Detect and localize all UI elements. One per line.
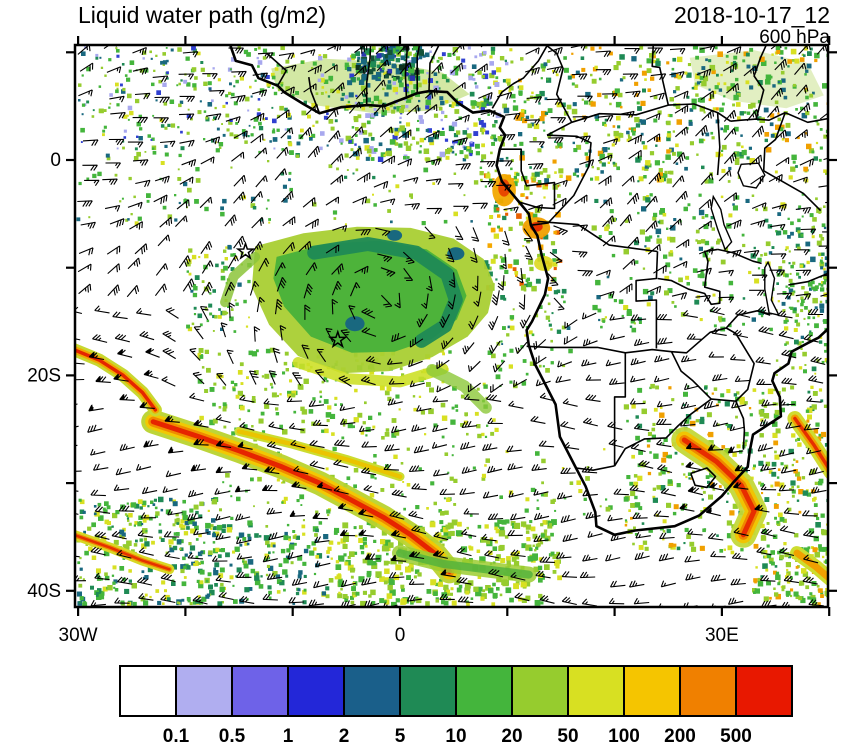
lwp-field bbox=[75, 45, 828, 607]
x-tick-label: 30W bbox=[59, 625, 98, 646]
colorbar-cell bbox=[623, 665, 681, 717]
page-title: Liquid water path (g/m2) bbox=[78, 2, 327, 28]
colorbar-label: 5 bbox=[395, 726, 406, 747]
colorbar-cell bbox=[399, 665, 457, 717]
wind-barbs bbox=[75, 45, 828, 607]
pressure-level: 600 hPa bbox=[759, 27, 830, 48]
y-tick-label: 20S bbox=[27, 365, 61, 386]
colorbar-cell bbox=[455, 665, 513, 717]
colorbar-cell bbox=[511, 665, 569, 717]
colorbar-cell bbox=[231, 665, 289, 717]
colorbar-cell bbox=[343, 665, 401, 717]
colorbar-cell bbox=[679, 665, 737, 717]
colorbar-label: 2 bbox=[339, 726, 350, 747]
colorbar-cell bbox=[175, 665, 233, 717]
axes: 30W 0 30E 0 20S 40S bbox=[27, 36, 837, 646]
colorbar-cell bbox=[567, 665, 625, 717]
y-tick-label: 40S bbox=[27, 581, 61, 602]
star-marker bbox=[327, 329, 348, 349]
star-marker bbox=[235, 241, 256, 260]
colorbar-label: 20 bbox=[501, 726, 522, 747]
colorbar-label: 10 bbox=[445, 726, 466, 747]
colorbar-label: 200 bbox=[664, 726, 696, 747]
colorbar-cell bbox=[287, 665, 345, 717]
x-tick-label: 0 bbox=[395, 625, 406, 646]
colorbar-label: 0.5 bbox=[219, 726, 246, 747]
colorbar-label: 1 bbox=[283, 726, 294, 747]
colorbar-label: 500 bbox=[720, 726, 752, 747]
colorbar-cell bbox=[735, 665, 793, 717]
valid-datetime: 2018-10-17_12 bbox=[673, 2, 830, 28]
colorbar-label: 50 bbox=[557, 726, 578, 747]
x-tick-label: 30E bbox=[705, 625, 739, 646]
colorbar-label: 100 bbox=[608, 726, 640, 747]
y-tick-label: 0 bbox=[50, 150, 61, 171]
geography bbox=[229, 45, 828, 537]
colorbar-label: 0.1 bbox=[163, 726, 190, 747]
colorbar-cell bbox=[119, 665, 177, 717]
colorbar: 0.1 0.5 1 2 5 10 20 50 100 200 500 bbox=[119, 665, 793, 747]
